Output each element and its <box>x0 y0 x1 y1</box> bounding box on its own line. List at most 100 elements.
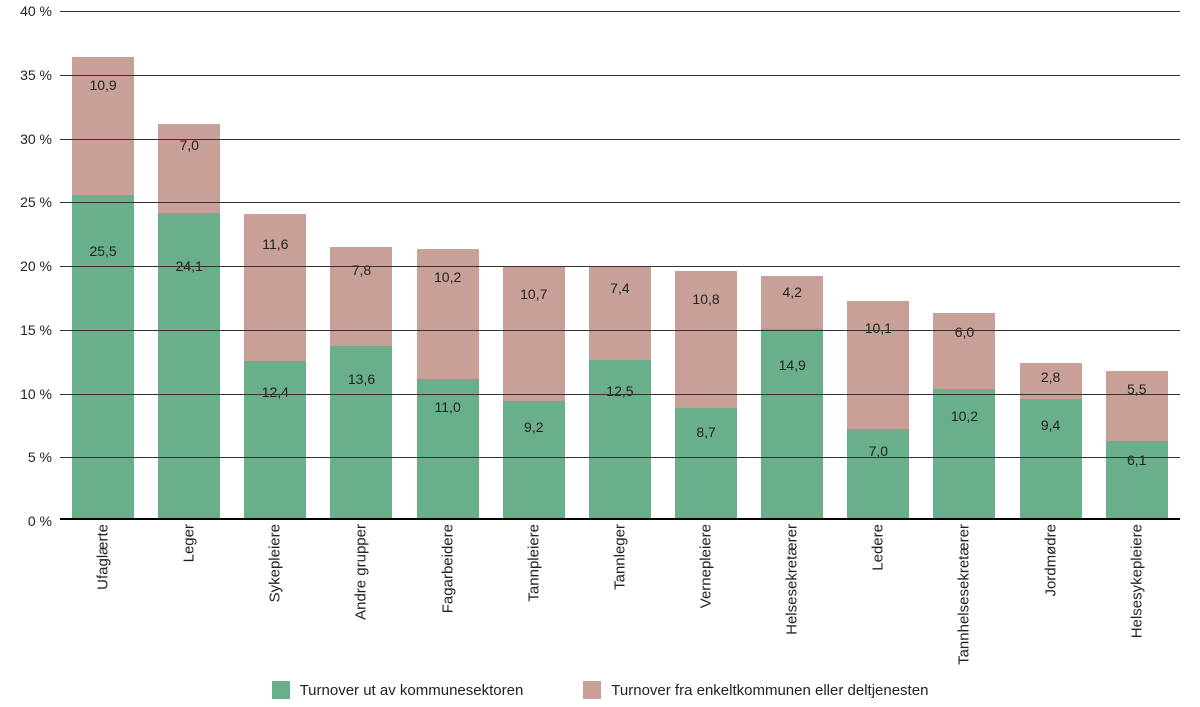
bar-value-label: 7,0 <box>869 443 888 459</box>
bar: 5,5 6,1 <box>1106 11 1168 518</box>
category-label-text: Tannhelsesekretærer <box>956 524 973 665</box>
bar-segment-s1: 6,1 <box>1106 441 1168 518</box>
bar-segment-s2: 10,7 <box>503 266 565 402</box>
bar-value-label: 10,9 <box>89 77 116 93</box>
bar-value-label: 9,4 <box>1041 417 1060 433</box>
bar-segment-s2: 10,1 <box>847 301 909 429</box>
bar-segment-s1: 24,1 <box>158 213 220 518</box>
bar-value-label: 12,4 <box>262 384 289 400</box>
bar: 11,6 12,4 <box>244 11 306 518</box>
bar: 4,2 14,9 <box>761 11 823 518</box>
bar-segment-s1: 8,7 <box>675 408 737 518</box>
legend-item: Turnover ut av kommunesektoren <box>272 681 524 699</box>
bar-segment-s2: 10,2 <box>417 249 479 378</box>
bar-value-label: 8,7 <box>696 424 715 440</box>
bar-segment-s1: 10,2 <box>933 389 995 518</box>
category-label-text: Sykepleiere <box>267 524 284 602</box>
bar: 7,4 12,5 <box>589 11 651 518</box>
bar: 10,1 7,0 <box>847 11 909 518</box>
category-label-text: Ledere <box>870 524 887 571</box>
bar-value-label: 10,8 <box>692 291 719 307</box>
grid-line <box>60 330 1180 331</box>
bar-value-label: 10,1 <box>865 320 892 336</box>
bar-value-label: 9,2 <box>524 419 543 435</box>
category-label-text: Helsesekretærer <box>784 524 801 635</box>
category-label-text: Ufaglærte <box>95 524 112 590</box>
bar-value-label: 25,5 <box>89 243 116 259</box>
bar: 10,9 25,5 <box>72 11 134 518</box>
bar-segment-s1: 13,6 <box>330 346 392 518</box>
bar-value-label: 10,2 <box>951 408 978 424</box>
bar-segment-s2: 7,0 <box>158 124 220 213</box>
grid-line <box>60 139 1180 140</box>
bar-segment-s2: 11,6 <box>244 214 306 361</box>
bar-value-label: 4,2 <box>782 284 801 300</box>
bar-value-label: 10,2 <box>434 269 461 285</box>
legend-label: Turnover ut av kommunesektoren <box>300 682 524 699</box>
bar: 6,0 10,2 <box>933 11 995 518</box>
bar-segment-s1: 9,4 <box>1020 399 1082 518</box>
bar-segment-s2: 4,2 <box>761 276 823 329</box>
bar-value-label: 7,4 <box>610 280 629 296</box>
legend-item: Turnover fra enkeltkommunen eller deltje… <box>583 681 928 699</box>
bar-value-label: 10,7 <box>520 286 547 302</box>
y-axis-label: 35 % <box>20 67 60 83</box>
plot-area: 10,925,57,024,111,612,47,813,610,211,010… <box>60 10 1180 520</box>
bar-value-label: 6,1 <box>1127 452 1146 468</box>
grid-line <box>60 266 1180 267</box>
category-label-text: Leger <box>181 524 198 562</box>
bar-segment-s2: 7,4 <box>589 266 651 360</box>
category-label-text: Fagarbeidere <box>439 524 456 613</box>
category-label-text: Andre grupper <box>353 524 370 620</box>
bar-segment-s2: 7,8 <box>330 247 392 346</box>
y-axis-label: 25 % <box>20 194 60 210</box>
bar-value-label: 13,6 <box>348 371 375 387</box>
bar-segment-s2: 5,5 <box>1106 371 1168 441</box>
category-label-text: Jordmødre <box>1042 524 1059 597</box>
bar: 7,0 24,1 <box>158 11 220 518</box>
grid-line <box>60 202 1180 203</box>
y-axis-label: 10 % <box>20 386 60 402</box>
legend: Turnover ut av kommunesektoren Turnover f… <box>0 681 1200 699</box>
grid-line <box>60 75 1180 76</box>
y-axis-label: 0 % <box>28 513 60 529</box>
bar: 10,2 11,0 <box>417 11 479 518</box>
bar-segment-s1: 9,2 <box>503 401 565 518</box>
bar-value-label: 7,8 <box>352 262 371 278</box>
bar-segment-s1: 11,0 <box>417 379 479 518</box>
y-axis-label: 15 % <box>20 322 60 338</box>
bar: 7,8 13,6 <box>330 11 392 518</box>
bars-container: 10,925,57,024,111,612,47,813,610,211,010… <box>60 11 1180 518</box>
bar-value-label: 5,5 <box>1127 381 1146 397</box>
bar-value-label: 14,9 <box>779 357 806 373</box>
legend-label: Turnover fra enkeltkommunen eller deltje… <box>611 682 928 699</box>
bar-value-label: 11,0 <box>435 399 461 415</box>
bar-segment-s1: 25,5 <box>72 195 134 518</box>
bar-segment-s1: 14,9 <box>761 329 823 518</box>
category-label-text: Tannleger <box>611 524 628 590</box>
y-axis-label: 20 % <box>20 258 60 274</box>
grid-line <box>60 11 1180 12</box>
category-label-text: Vernepleiere <box>698 524 715 608</box>
legend-swatch <box>272 681 290 699</box>
bar-segment-s2: 10,9 <box>72 57 134 195</box>
bar-value-label: 12,5 <box>606 383 633 399</box>
bar-segment-s1: 7,0 <box>847 429 909 518</box>
y-axis-label: 30 % <box>20 131 60 147</box>
bar-value-label: 2,8 <box>1041 369 1060 385</box>
bar: 2,8 9,4 <box>1020 11 1082 518</box>
legend-swatch <box>583 681 601 699</box>
bar-segment-s1: 12,4 <box>244 361 306 518</box>
grid-line <box>60 457 1180 458</box>
bar-segment-s1: 12,5 <box>589 360 651 518</box>
grid-line <box>60 394 1180 395</box>
bar-value-label: 7,0 <box>179 137 198 153</box>
category-label-text: Helsesykepleiere <box>1128 524 1145 638</box>
bar-segment-s2: 10,8 <box>675 271 737 408</box>
bar: 10,7 9,2 <box>503 11 565 518</box>
bar-value-label: 6,0 <box>955 324 974 340</box>
y-axis-label: 5 % <box>28 449 60 465</box>
category-label-text: Tannpleiere <box>525 524 542 602</box>
bar-value-label: 11,6 <box>262 236 288 252</box>
bar: 10,8 8,7 <box>675 11 737 518</box>
